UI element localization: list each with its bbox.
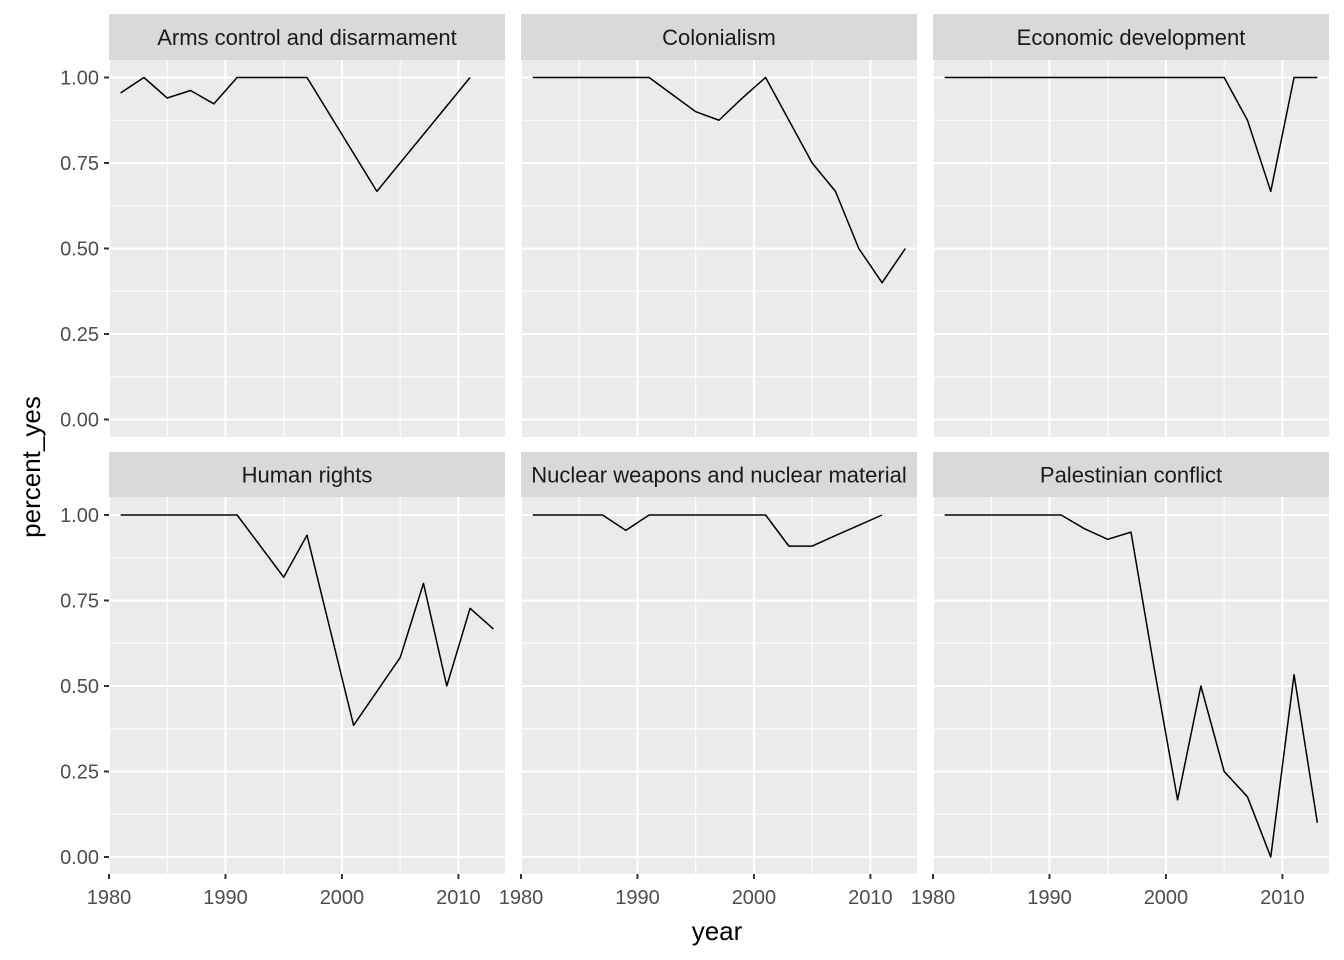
series-line [532,514,883,547]
y-tick-label: 0.75 [60,591,99,613]
series-line [120,76,471,193]
facet-strip [933,452,1329,497]
y-tick-label: 0.75 [60,153,99,175]
y-tick-label: 0.25 [60,762,99,784]
facet-title: Nuclear weapons and nuclear material [531,463,906,488]
facet-title: Colonialism [662,25,776,50]
series-line [532,76,906,284]
y-tick-label: 0.50 [60,676,99,698]
y-tick-label: 1.00 [60,505,99,527]
y-tick-label: 0.25 [60,324,99,346]
facet-strip [109,452,505,497]
facet-panels: Arms control and disarmament 0.00 0.25 0.50… [60,14,1329,909]
x-tick-label: 2010 [436,887,481,909]
y-axis-title: percent_yes [16,396,46,538]
x-tick-label: 1990 [203,887,248,909]
y-tick-label: 0.00 [60,847,99,869]
facet-title: Arms control and disarmament [157,25,457,50]
x-tick-label: 2010 [848,887,893,909]
facet-strip [521,452,917,497]
facet-strip [933,14,1329,60]
x-tick-label: 2000 [320,887,365,909]
x-tick-label: 1980 [87,887,132,909]
facet-strip [521,14,917,60]
x-tick-label: 1990 [1027,887,1072,909]
facet-panel: Nuclear weapons and nuclear material 1980… [499,452,917,909]
y-tick-label: 0.50 [60,239,99,261]
x-axis-title: year [692,916,743,946]
facet-title: Economic development [1017,25,1246,50]
x-tick-label: 2000 [732,887,777,909]
facet-title: Palestinian conflict [1040,463,1222,488]
facet-panel: Palestinian conflict 1980 1990 2000 2010 [911,452,1329,909]
series-line [944,76,1318,193]
facet-title: Human rights [242,463,373,488]
x-tick-label: 2000 [1144,887,1189,909]
facet-panel: Colonialism [519,14,917,437]
x-tick-label: 2010 [1260,887,1305,909]
facet-strip [109,14,505,60]
x-tick-label: 1980 [499,887,544,909]
facet-panel: Arms control and disarmament 0.00 0.25 0.50… [60,14,505,437]
facet-panel: Human rights 0.00 0.25 0.50 0.75 1.00 1980 1990… [60,452,505,909]
series-line [944,514,1319,858]
x-tick-label: 1980 [911,887,956,909]
facet-panel: Economic development [931,14,1329,437]
y-tick-label: 1.00 [60,68,99,90]
x-tick-label: 1990 [615,887,660,909]
y-tick-label: 0.00 [60,410,99,432]
series-line [120,514,494,727]
